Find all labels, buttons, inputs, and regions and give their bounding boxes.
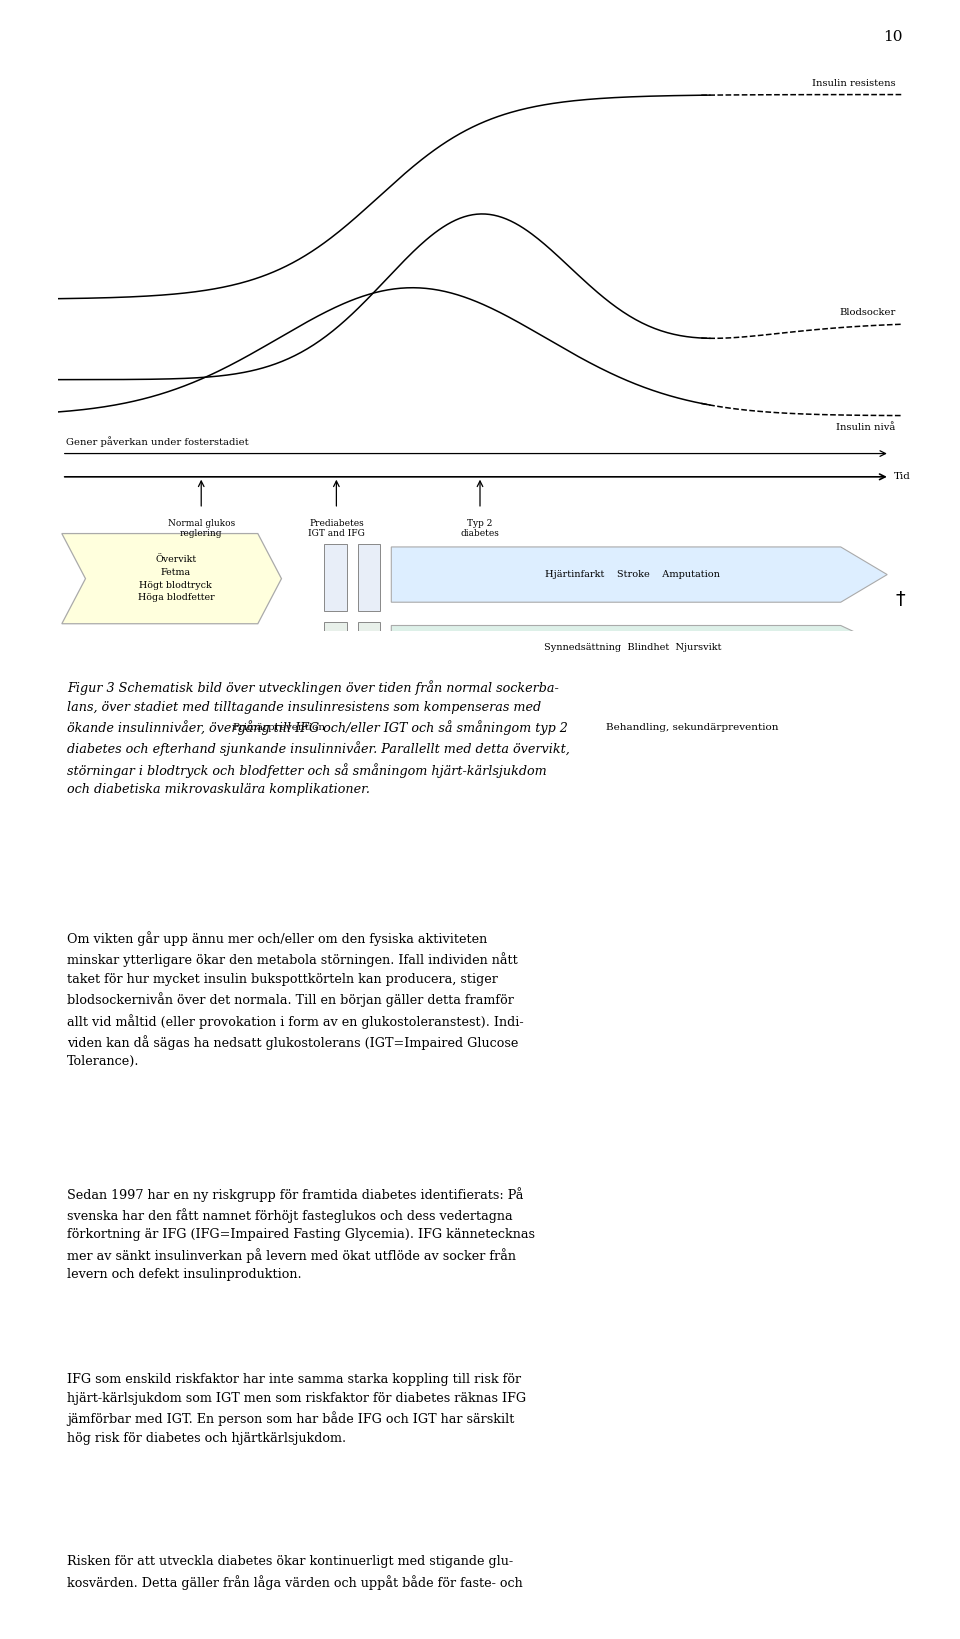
Polygon shape: [392, 547, 887, 602]
Bar: [357, 623, 380, 680]
Text: IFG som enskild riskfaktor har inte samma starka koppling till risk för
hjärt-kä: IFG som enskild riskfaktor har inte samm…: [67, 1373, 526, 1446]
Text: Sedan 1997 har en ny riskgrupp för framtida diabetes identifierats: På
svenska h: Sedan 1997 har en ny riskgrupp för framt…: [67, 1187, 536, 1282]
Polygon shape: [392, 626, 887, 669]
Text: Blodsocker: Blodsocker: [839, 308, 896, 318]
Text: Behandling, sekundärprevention: Behandling, sekundärprevention: [606, 723, 779, 731]
Bar: [324, 544, 347, 611]
Text: Övervikt
Fetma
Högt blodtryck
Höga blodfetter: Övervikt Fetma Högt blodtryck Höga blodf…: [137, 556, 214, 603]
Text: Insulin resistens: Insulin resistens: [812, 79, 896, 87]
Text: †: †: [895, 590, 904, 608]
Text: Prediabetes
IGT and IFG: Prediabetes IGT and IFG: [308, 518, 365, 538]
Bar: [324, 623, 347, 680]
Text: Primärprevention: Primärprevention: [232, 723, 326, 731]
Text: Typ 2
diabetes: Typ 2 diabetes: [461, 518, 499, 538]
Text: Synnedsättning  Blindhet  Njursvikt: Synnedsättning Blindhet Njursvikt: [544, 642, 722, 652]
Text: Risken för att utveckla diabetes ökar kontinuerligt med stigande glu-
kosvärden.: Risken för att utveckla diabetes ökar ko…: [67, 1555, 523, 1590]
Text: Hjärtinfarkt    Stroke    Amputation: Hjärtinfarkt Stroke Amputation: [545, 570, 720, 579]
Text: Tid: Tid: [894, 472, 911, 482]
Text: 10: 10: [883, 30, 902, 44]
Bar: [357, 544, 380, 611]
Text: Normal glukos
reglering: Normal glukos reglering: [168, 518, 235, 538]
Polygon shape: [61, 711, 480, 742]
Polygon shape: [480, 711, 887, 742]
Text: Om vikten går upp ännu mer och/eller om den fysiska aktiviteten
minskar ytterlig: Om vikten går upp ännu mer och/eller om …: [67, 931, 524, 1069]
Text: Gener påverkan under fosterstadiet: Gener påverkan under fosterstadiet: [66, 436, 249, 446]
Polygon shape: [61, 534, 281, 624]
Text: Insulin nivå: Insulin nivå: [836, 423, 896, 431]
Text: Figur 3 Schematisk bild över utvecklingen över tiden från normal sockerba-
lans,: Figur 3 Schematisk bild över utvecklinge…: [67, 680, 570, 797]
